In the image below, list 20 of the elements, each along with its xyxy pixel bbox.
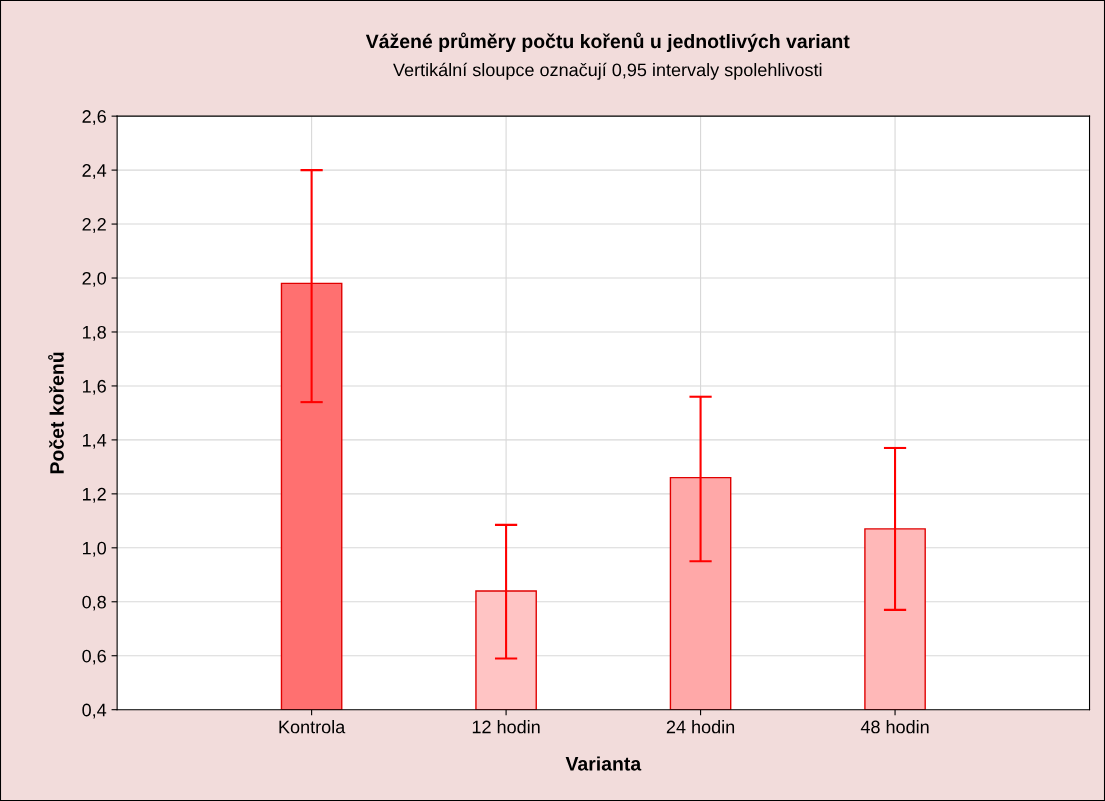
- y-tick-label: 2,6: [82, 110, 106, 125]
- x-tick-label: 24 hodin: [666, 720, 735, 734]
- y-tick-label: 0,4: [82, 703, 107, 719]
- x-tick-label: 12 hodin: [472, 720, 540, 734]
- y-tick-label: 1,0: [82, 541, 107, 557]
- chart-subtitle: Vertikální sloupce označují 0,95 intervaly spolehlivosti: [393, 62, 822, 80]
- y-tick-label: 1,8: [82, 325, 106, 341]
- y-tick-label: 2,0: [82, 271, 107, 287]
- y-tick-label: 2,2: [82, 218, 106, 233]
- y-tick-label: 0,8: [82, 595, 106, 611]
- y-tick-label: 1,6: [82, 379, 106, 395]
- y-tick-label: 1,4: [82, 434, 107, 449]
- x-tick-label: Kontrola: [279, 720, 346, 734]
- y-tick-label: 2,4: [82, 164, 107, 179]
- y-axis-title: Počet kořenů: [48, 352, 64, 474]
- x-tick-label: 48 hodin: [860, 720, 929, 734]
- y-tick-label: 1,2: [82, 487, 106, 503]
- x-axis-title: Varianta: [565, 756, 642, 771]
- y-tick-label: 0,6: [82, 649, 106, 665]
- chart-title: Vážené průměry počtu kořenů u jednotlivých variant: [365, 32, 850, 53]
